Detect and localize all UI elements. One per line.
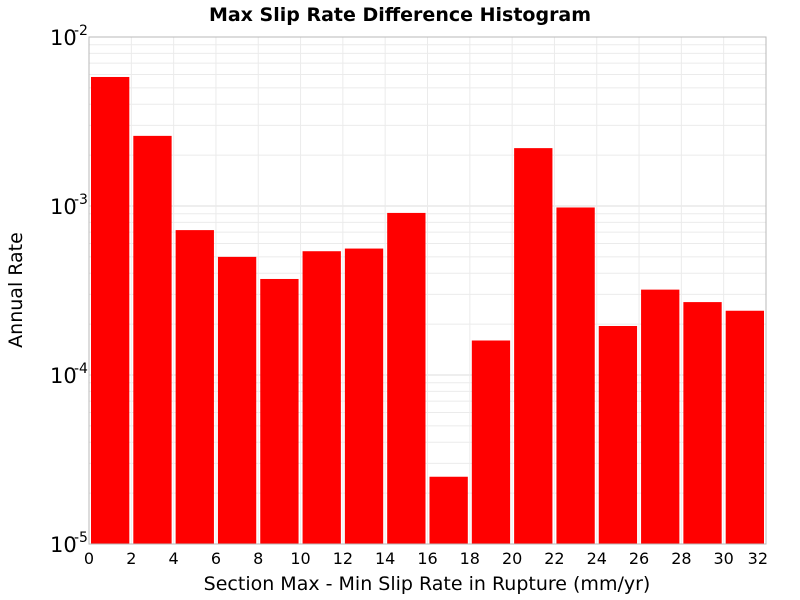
- x-tick-label: 2: [126, 549, 136, 568]
- plot-frame: [88, 36, 767, 545]
- histogram-bar: [175, 230, 214, 544]
- x-tick-label: 18: [460, 549, 480, 568]
- histogram-bar: [91, 76, 130, 545]
- histogram-bar: [429, 476, 468, 544]
- x-tick-label: 32: [748, 549, 768, 568]
- y-tick-label: 10-2: [50, 23, 88, 50]
- chart-title: Max Slip Rate Difference Histogram: [209, 4, 591, 26]
- x-tick-label: 30: [714, 549, 734, 568]
- y-tick-exponent: -5: [74, 530, 88, 546]
- histogram-bar: [641, 289, 680, 544]
- x-axis-label: Section Max - Min Slip Rate in Rupture (…: [204, 573, 651, 595]
- x-tick-label: 14: [375, 549, 395, 568]
- histogram-bar: [683, 302, 722, 544]
- y-tick-exponent: -4: [74, 361, 88, 377]
- x-tick-label: 22: [544, 549, 564, 568]
- y-tick-base: 10: [50, 364, 77, 388]
- y-tick-exponent: -3: [74, 192, 88, 208]
- x-tick-label: 8: [253, 549, 263, 568]
- y-tick-exponent: -2: [74, 23, 88, 39]
- x-tick-labels: 0 2 4 6 8 10 12 14 16 18 20 22 24 26 28 30 32: [84, 549, 768, 568]
- x-tick-label: 16: [417, 549, 437, 568]
- y-tick-labels: 10-510-410-310-2: [50, 23, 88, 557]
- histogram-bar: [514, 148, 553, 545]
- histogram-bar: [344, 248, 384, 545]
- histogram-bar: [556, 207, 595, 544]
- histogram-bar: [217, 256, 257, 544]
- y-tick-base: 10: [50, 26, 77, 50]
- histogram-bar: [387, 212, 426, 544]
- y-tick-label: 10-5: [50, 530, 88, 557]
- x-tick-label: 4: [169, 549, 179, 568]
- x-tick-label: 20: [502, 549, 522, 568]
- bars: [91, 76, 764, 545]
- x-tick-label: 6: [211, 549, 221, 568]
- histogram-bar: [260, 278, 299, 544]
- y-tick-base: 10: [50, 195, 77, 219]
- histogram-bar: [133, 135, 172, 544]
- x-tick-label: 12: [333, 549, 353, 568]
- histogram-bar: [302, 251, 341, 544]
- y-axis-label: Annual Rate: [5, 232, 27, 348]
- y-tick-base: 10: [50, 533, 77, 557]
- y-tick-label: 10-4: [50, 361, 88, 388]
- x-tick-label: 28: [671, 549, 691, 568]
- x-tick-label: 10: [290, 549, 310, 568]
- x-tick-label: 0: [84, 549, 94, 568]
- y-tick-label: 10-3: [50, 192, 88, 219]
- histogram-bar: [471, 340, 511, 544]
- histogram-bar: [725, 310, 764, 544]
- histogram-bar: [598, 325, 638, 544]
- x-tick-label: 26: [629, 549, 649, 568]
- x-tick-label: 24: [587, 549, 607, 568]
